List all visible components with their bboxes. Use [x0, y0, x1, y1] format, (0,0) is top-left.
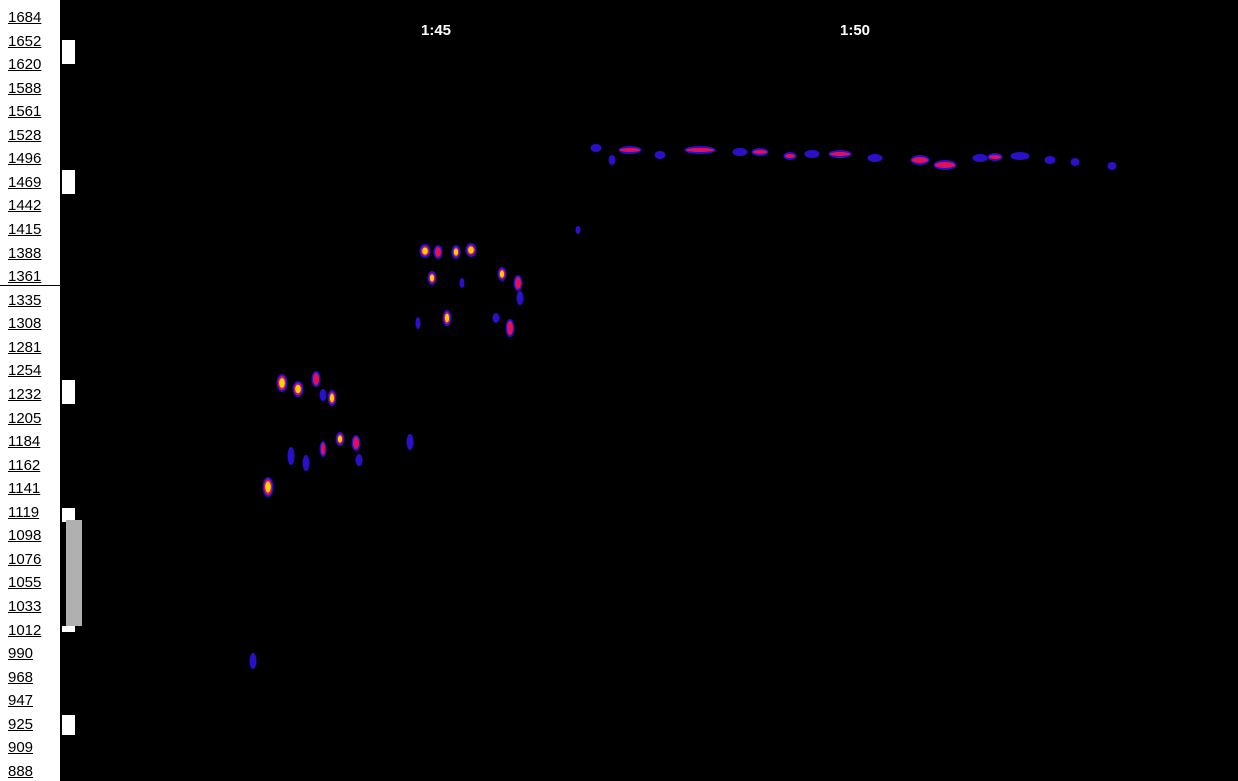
blob [1071, 158, 1080, 166]
frequency-label: 1388 [8, 245, 58, 263]
blob [330, 394, 334, 402]
blob [422, 248, 428, 255]
blob [1108, 162, 1117, 170]
frequency-label: 1076 [8, 551, 58, 569]
blob [460, 278, 465, 288]
frequency-label: 909 [8, 739, 58, 757]
scroll-thumb[interactable] [66, 520, 82, 626]
blob [576, 226, 581, 234]
blob [338, 436, 342, 443]
blob [686, 148, 714, 152]
blob [1011, 152, 1030, 160]
frequency-label: 1361 [8, 268, 58, 286]
frequency-axis: 1684 1652 1620 1588 1561 1528 1496 1469 1442 1415… [0, 0, 62, 781]
blob [620, 148, 640, 152]
frequency-label: 1119 [8, 504, 58, 522]
blob [733, 148, 748, 156]
frequency-label: 1528 [8, 127, 58, 145]
time-label: 1:45 [421, 22, 451, 39]
frequency-label: 1232 [8, 386, 58, 404]
frequency-label: 1033 [8, 598, 58, 616]
frequency-label: 1012 [8, 622, 58, 640]
strip-notch [62, 170, 75, 194]
strip-notch [62, 40, 75, 64]
blob [288, 447, 295, 465]
blob [989, 155, 1001, 159]
blob [591, 144, 602, 152]
page: {"frequency_labels": ["1684","1652","162… [0, 0, 1238, 781]
frequency-label: 1254 [8, 362, 58, 380]
blob [353, 437, 359, 449]
strip-notch [62, 508, 75, 522]
frequency-label: 990 [8, 645, 58, 663]
frequency-label: 1055 [8, 574, 58, 592]
frequency-label: 968 [8, 669, 58, 687]
blob [1045, 156, 1056, 164]
frequency-label: 1098 [8, 527, 58, 545]
frequency-label: 1588 [8, 80, 58, 98]
blob [295, 385, 301, 393]
blob [279, 378, 285, 388]
blob [912, 157, 928, 163]
frequency-label: 1141 [8, 480, 58, 498]
blob [430, 275, 434, 282]
blob [517, 291, 524, 305]
blob [830, 152, 850, 156]
blob [515, 277, 521, 289]
frequency-label: 1162 [8, 457, 58, 475]
frequency-label: 1652 [8, 33, 58, 51]
blob [753, 150, 767, 154]
blob [785, 154, 795, 158]
frequency-label: 1620 [8, 56, 58, 74]
frequency-label: 925 [8, 716, 58, 734]
frequency-label: 1335 [8, 292, 58, 310]
blob [265, 481, 271, 492]
blob [321, 443, 325, 455]
blob [454, 249, 458, 256]
frequency-label: 888 [8, 763, 58, 781]
blob [435, 247, 441, 257]
frequency-label: 1496 [8, 150, 58, 168]
blob [500, 271, 504, 278]
blob [356, 454, 363, 466]
blob [507, 321, 513, 335]
strip-notch [62, 626, 75, 632]
blob [250, 653, 257, 669]
frequency-label: 1684 [8, 9, 58, 27]
frequency-label: 1205 [8, 410, 58, 428]
blob [805, 150, 820, 158]
frequency-label: 1469 [8, 174, 58, 192]
blob [416, 317, 421, 329]
frequency-label: 1184 [8, 433, 58, 451]
frequency-label: 1442 [8, 197, 58, 215]
frequency-label: 1415 [8, 221, 58, 239]
blob [468, 247, 474, 254]
frequency-label: 1308 [8, 315, 58, 333]
blob [445, 314, 449, 322]
frequency-label: 1561 [8, 103, 58, 121]
blob [868, 154, 883, 162]
blob [303, 455, 310, 471]
strip-notch [62, 715, 75, 735]
time-label: 1:50 [840, 22, 870, 39]
frequency-label: 1281 [8, 339, 58, 357]
frequency-label: 947 [8, 692, 58, 710]
blob [973, 154, 988, 162]
blob [655, 151, 666, 159]
spectrogram [0, 0, 1238, 781]
spectrogram-background [0, 0, 1238, 781]
blob [313, 373, 319, 385]
blob [609, 155, 616, 165]
blob [935, 162, 955, 168]
strip-notch [62, 380, 75, 404]
blob [493, 313, 500, 323]
blob [407, 434, 414, 450]
blob [320, 389, 327, 401]
